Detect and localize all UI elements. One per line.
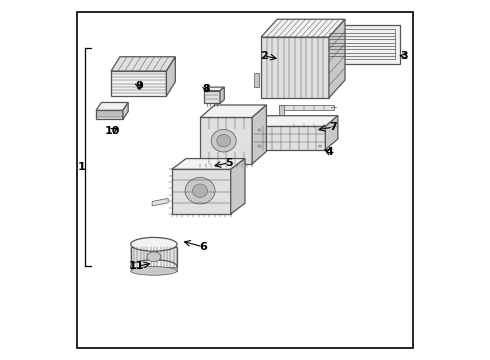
Ellipse shape (131, 260, 177, 274)
Ellipse shape (258, 129, 261, 131)
Polygon shape (323, 24, 400, 64)
Polygon shape (200, 105, 267, 117)
Polygon shape (231, 158, 245, 214)
Polygon shape (220, 87, 224, 103)
Polygon shape (96, 111, 123, 119)
Ellipse shape (217, 134, 230, 147)
Polygon shape (254, 126, 325, 150)
Polygon shape (329, 29, 395, 59)
Polygon shape (200, 117, 252, 164)
Text: 11: 11 (129, 261, 145, 271)
Polygon shape (96, 103, 128, 111)
Polygon shape (152, 198, 168, 206)
Text: 1: 1 (77, 162, 85, 172)
Text: 7: 7 (329, 122, 337, 132)
Text: 5: 5 (225, 158, 233, 168)
Polygon shape (325, 116, 338, 150)
Text: 4: 4 (326, 147, 334, 157)
Text: 10: 10 (105, 126, 121, 136)
Polygon shape (254, 116, 338, 126)
Polygon shape (204, 91, 220, 103)
Text: 9: 9 (135, 81, 143, 91)
Polygon shape (111, 71, 167, 96)
Bar (131, 267, 177, 271)
Ellipse shape (318, 129, 321, 131)
Polygon shape (204, 87, 224, 91)
Polygon shape (123, 103, 128, 119)
Polygon shape (279, 105, 284, 128)
Text: 2: 2 (260, 51, 268, 61)
Polygon shape (261, 37, 329, 98)
Ellipse shape (147, 252, 161, 262)
Ellipse shape (131, 238, 177, 251)
Ellipse shape (131, 267, 177, 275)
Ellipse shape (185, 177, 215, 204)
Polygon shape (111, 57, 175, 71)
Polygon shape (172, 158, 245, 169)
Text: 3: 3 (400, 51, 408, 61)
Polygon shape (167, 57, 175, 96)
Polygon shape (279, 105, 334, 110)
Ellipse shape (258, 145, 261, 147)
Ellipse shape (193, 184, 208, 198)
Bar (131, 247, 177, 267)
Text: 6: 6 (199, 242, 207, 252)
Ellipse shape (318, 145, 321, 147)
Polygon shape (254, 73, 259, 87)
Polygon shape (261, 19, 345, 37)
Ellipse shape (211, 130, 236, 152)
Polygon shape (252, 105, 267, 164)
Polygon shape (172, 169, 231, 214)
Polygon shape (279, 123, 334, 128)
Polygon shape (329, 19, 345, 98)
Text: 8: 8 (202, 84, 210, 94)
